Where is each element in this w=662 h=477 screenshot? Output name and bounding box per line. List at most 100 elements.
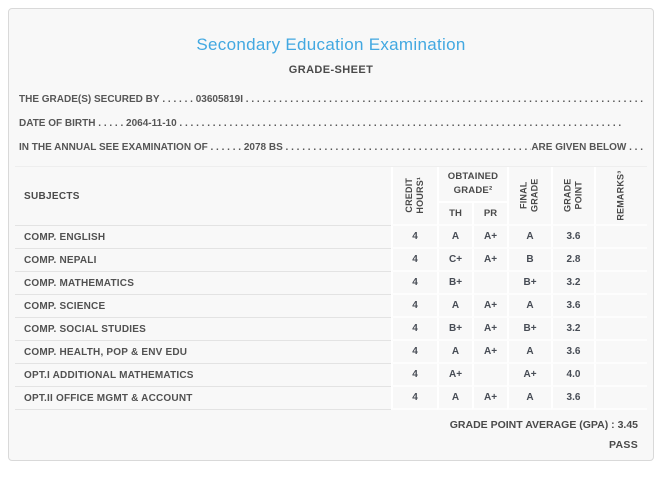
practical-grade-cell: A+ [472,249,507,272]
practical-grade-cell: A+ [472,341,507,364]
grade-sheet-subtitle: GRADE-SHEET [288,64,374,76]
symbol-number-value: 03605819I [195,93,243,105]
table-row: COMP. SOCIAL STUDIES 4 B+ A+ B+ 3.2 [15,318,647,341]
subject-cell: COMP. NEPALI [15,249,391,272]
practical-grade-cell [472,364,507,387]
symbol-number-label: THE GRADE(S) SECURED BY [19,93,160,105]
credit-hours-cell: 4 [391,295,437,318]
theory-grade-cell: B+ [437,272,472,295]
remarks-header-label: REMARKS³ [615,170,626,221]
date-of-birth-value: 2064-11-10 [126,117,177,129]
credit-hours-cell: 4 [391,341,437,364]
are-given-below-text: ARE GIVEN BELOW . . . [531,141,643,153]
practical-grade-cell: A+ [472,387,507,410]
subject-cell: COMP. MATHEMATICS [15,272,391,295]
theory-grade-cell: B+ [437,318,472,341]
practical-grade-cell: A+ [472,318,507,341]
subject-cell: COMP. SOCIAL STUDIES [15,318,391,341]
grade-point-column-header: GRADE POINT [551,167,594,226]
remarks-cell [594,387,647,410]
theory-grade-cell: A [437,226,472,249]
table-row: COMP. HEALTH, POP & ENV EDU 4 A A+ A 3.6 [15,341,647,364]
credit-hours-header-label: CREDIT HOURS¹ [403,177,425,214]
obtained-grade-column-header: OBTAINED GRADE² [437,167,507,203]
grade-sheet-card: Secondary Education Examination GRADE-SH… [8,8,654,461]
final-grade-header-label: FINAL GRADE [518,178,540,213]
credit-hours-cell: 4 [391,318,437,341]
table-row: OPT.II OFFICE MGMT & ACCOUNT 4 A A+ A 3.… [15,387,647,410]
grade-point-cell: 4.0 [551,364,594,387]
dot-leader: . . . . . [95,117,127,129]
subjects-column-header: SUBJECTS [15,167,391,226]
remarks-cell [594,364,647,387]
credit-hours-cell: 4 [391,364,437,387]
gpa-value: 3.45 [617,419,638,431]
remarks-column-header: REMARKS³ [594,167,647,226]
theory-column-header: TH [437,203,472,226]
practical-grade-cell: A+ [472,295,507,318]
table-row: COMP. NEPALI 4 C+ A+ B 2.8 [15,249,647,272]
grades-table-header: SUBJECTS CREDIT HOURS¹ OBTAINED GRADE² T… [15,166,647,226]
final-grade-cell: A+ [507,364,551,387]
final-grade-column-header: FINAL GRADE [507,167,551,226]
subject-cell: OPT.I ADDITIONAL MATHEMATICS [15,364,391,387]
remarks-cell [594,272,647,295]
grade-point-header-label: GRADE POINT [562,178,584,213]
table-row: OPT.I ADDITIONAL MATHEMATICS 4 A+ A+ 4.0 [15,364,647,387]
remarks-cell [594,295,647,318]
info-line-symbol-number: THE GRADE(S) SECURED BY . . . . . . 0360… [19,87,643,111]
grade-point-cell: 3.6 [551,387,594,410]
grade-point-cell: 3.6 [551,226,594,249]
final-grade-cell: A [507,226,551,249]
credit-hours-column-header: CREDIT HOURS¹ [391,167,437,226]
dot-leader-fill: . . . . . . . . . . . . . . . . . . . . … [176,117,624,129]
final-grade-cell: A [507,341,551,364]
theory-grade-cell: A [437,387,472,410]
page-title: Secondary Education Examination [196,35,466,54]
final-grade-cell: B [507,249,551,272]
grades-table: SUBJECTS CREDIT HOURS¹ OBTAINED GRADE² T… [15,166,647,410]
final-grade-cell: B+ [507,318,551,341]
grade-point-cell: 3.6 [551,341,594,364]
examination-year-label: IN THE ANNUAL SEE EXAMINATION OF [19,141,208,153]
info-line-date-of-birth: DATE OF BIRTH . . . . . 2064-11-10 . . .… [19,111,643,135]
theory-grade-cell: A [437,295,472,318]
subject-cell: COMP. ENGLISH [15,226,391,249]
theory-grade-cell: A+ [437,364,472,387]
date-of-birth-label: DATE OF BIRTH [19,117,96,129]
practical-column-header: PR [472,203,507,226]
table-row: COMP. SCIENCE 4 A A+ A 3.6 [15,295,647,318]
student-info-section: THE GRADE(S) SECURED BY . . . . . . 0360… [19,87,643,159]
subject-cell: OPT.II OFFICE MGMT & ACCOUNT [15,387,391,410]
theory-grade-cell: A [437,341,472,364]
table-row: COMP. MATHEMATICS 4 B+ B+ 3.2 [15,272,647,295]
gpa-label: GRADE POINT AVERAGE (GPA) : [449,419,618,431]
final-grade-cell: A [507,295,551,318]
remarks-cell [594,249,647,272]
final-grade-cell: A [507,387,551,410]
remarks-cell [594,341,647,364]
credit-hours-cell: 4 [391,249,437,272]
examination-year-value: 2078 BS [243,141,283,153]
info-line-examination-year: IN THE ANNUAL SEE EXAMINATION OF . . . .… [19,135,643,159]
table-row: COMP. ENGLISH 4 A A+ A 3.6 [15,226,647,249]
practical-grade-cell [472,272,507,295]
grade-point-cell: 3.6 [551,295,594,318]
remarks-cell [594,318,647,341]
credit-hours-cell: 4 [391,387,437,410]
grade-point-cell: 3.2 [551,318,594,341]
credit-hours-cell: 4 [391,272,437,295]
theory-grade-cell: C+ [437,249,472,272]
practical-grade-cell: A+ [472,226,507,249]
grade-point-cell: 3.2 [551,272,594,295]
gpa-summary: GRADE POINT AVERAGE (GPA) : 3.45 [9,419,638,431]
subject-cell: COMP. HEALTH, POP & ENV EDU [15,341,391,364]
grade-point-cell: 2.8 [551,249,594,272]
final-grade-cell: B+ [507,272,551,295]
subject-cell: COMP. SCIENCE [15,295,391,318]
result-status: PASS [608,439,638,451]
dot-leader-fill: . . . . . . . . . . . . . . . . . . . . … [285,141,532,153]
credit-hours-cell: 4 [391,226,437,249]
dot-leader: . . . . . . [159,93,196,105]
dot-leader-fill: . . . . . . . . . . . . . . . . . . . . … [245,93,643,105]
